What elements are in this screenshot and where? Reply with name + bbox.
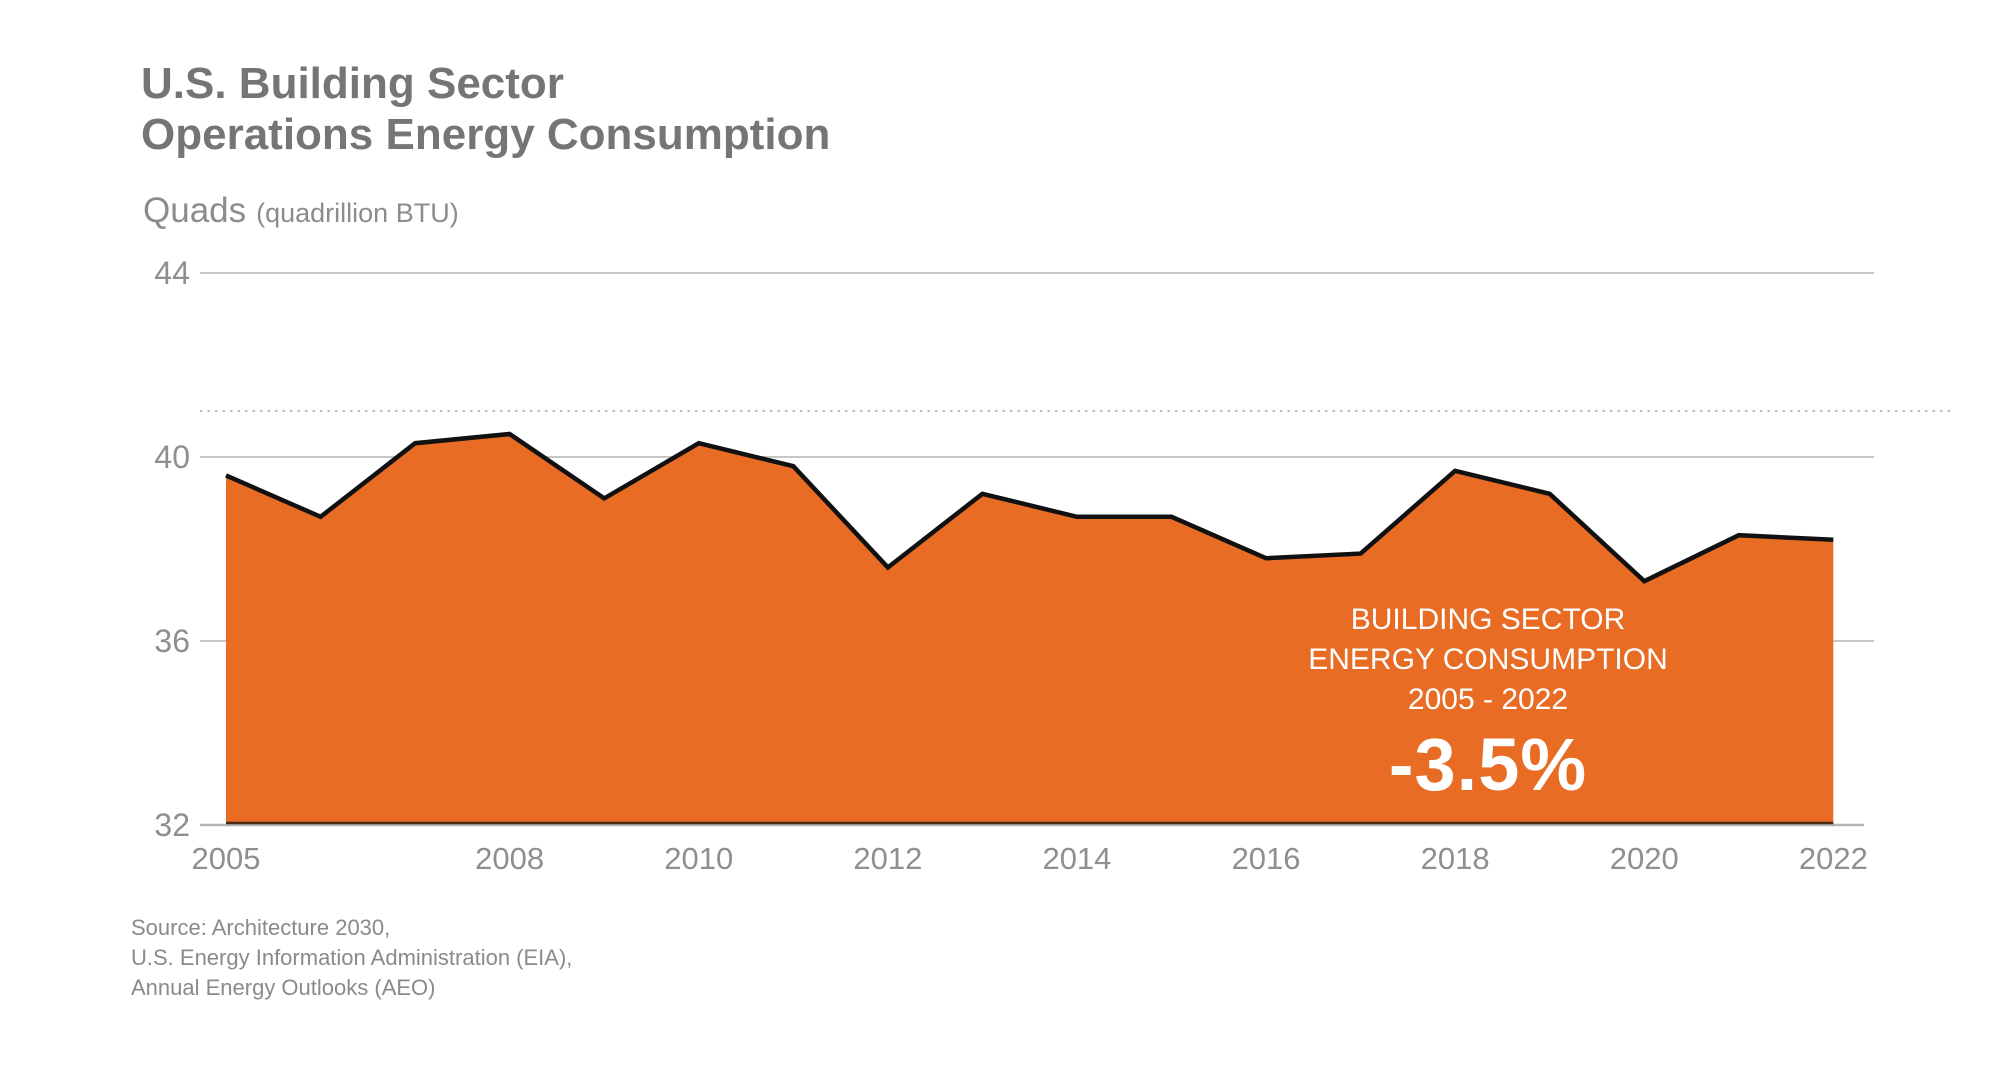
- x-tick-label-2005: 2005: [192, 841, 261, 876]
- x-tick-label-2014: 2014: [1042, 841, 1111, 876]
- unit-main-label: Quads: [143, 191, 247, 230]
- x-tick-label-2018: 2018: [1421, 841, 1490, 876]
- y-tick-label-32: 32: [154, 807, 190, 843]
- percent-change-annotation: BUILDING SECTOR ENERGY CONSUMPTION 2005 …: [1308, 600, 1668, 806]
- annotation-line2: ENERGY CONSUMPTION: [1308, 643, 1668, 676]
- source-line3: Annual Energy Outlooks (AEO): [131, 975, 436, 1000]
- chart-title-line1: U.S. Building Sector: [141, 59, 564, 108]
- consumption-data-line: [225, 431, 1834, 584]
- annotation-line1: BUILDING SECTOR: [1350, 603, 1626, 636]
- annotation-percent-value: -3.5%: [1388, 723, 1588, 806]
- consumption-area-fill: [226, 434, 1834, 824]
- source-line1: Source: Architecture 2030,: [131, 915, 391, 940]
- source-citation: Source: Architecture 2030, U.S. Energy I…: [131, 913, 572, 1003]
- y-axis-unit-label: Quads (quadrillion BTU): [143, 191, 459, 231]
- x-tick-label-2010: 2010: [664, 841, 733, 876]
- x-tick-label-2020: 2020: [1610, 841, 1679, 876]
- y-tick-label-44: 44: [154, 255, 190, 291]
- chart-title: U.S. Building Sector Operations Energy C…: [141, 58, 830, 160]
- x-tick-label-2008: 2008: [475, 841, 544, 876]
- x-tick-label-2016: 2016: [1232, 841, 1301, 876]
- unit-sub-label: (quadrillion BTU): [256, 198, 459, 228]
- chart-title-line2: Operations Energy Consumption: [141, 110, 831, 159]
- y-tick-label-40: 40: [154, 439, 190, 475]
- source-line2: U.S. Energy Information Administration (…: [131, 945, 573, 970]
- annotation-line3: 2005 - 2022: [1407, 683, 1569, 716]
- x-tick-label-2012: 2012: [853, 841, 922, 876]
- y-tick-label-36: 36: [154, 623, 190, 659]
- x-tick-label-2022: 2022: [1799, 841, 1868, 876]
